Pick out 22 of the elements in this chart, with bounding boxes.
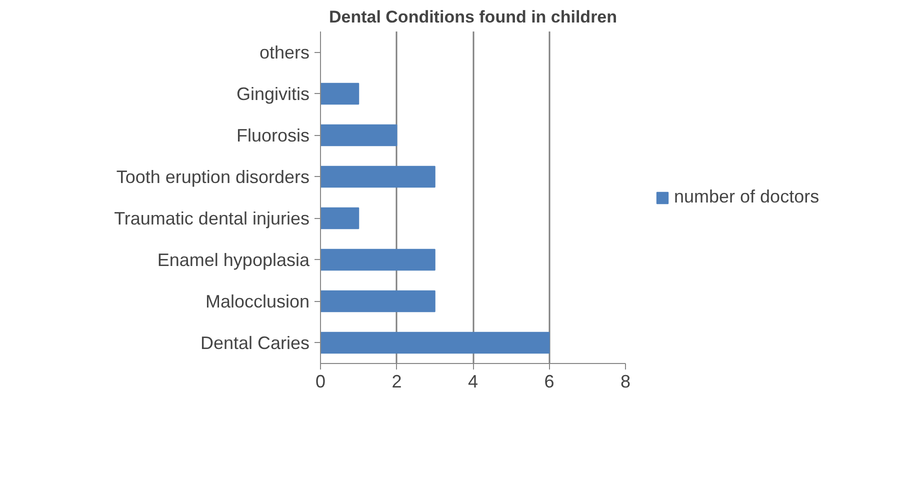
bar [320, 82, 360, 105]
y-tick-label: Tooth eruption disorders [116, 166, 310, 187]
x-tick-label: 8 [620, 372, 631, 392]
y-tick-label: Enamel hypoplasia [157, 250, 310, 270]
x-tick-label: 2 [392, 372, 402, 392]
bar [320, 207, 360, 230]
y-tick-label: Malocclusion [205, 291, 310, 312]
y-tick-label: Traumatic dental injuries [114, 208, 310, 228]
bar [320, 124, 398, 146]
bar [320, 248, 436, 271]
y-tick-label: others [259, 42, 310, 62]
y-tick-label: Gingivitis [236, 84, 310, 104]
x-tick-label: 0 [315, 372, 326, 392]
bar [320, 290, 436, 312]
x-tick-label: 4 [468, 372, 478, 392]
y-tick-label: Fluorosis [236, 125, 310, 146]
chart-title: Dental Conditions found in children [328, 8, 618, 26]
legend-label: number of doctors [674, 186, 820, 208]
y-tick-label: Dental Caries [200, 332, 310, 353]
bar [320, 166, 436, 188]
x-tick-label: 6 [544, 372, 554, 392]
bar [320, 332, 550, 354]
